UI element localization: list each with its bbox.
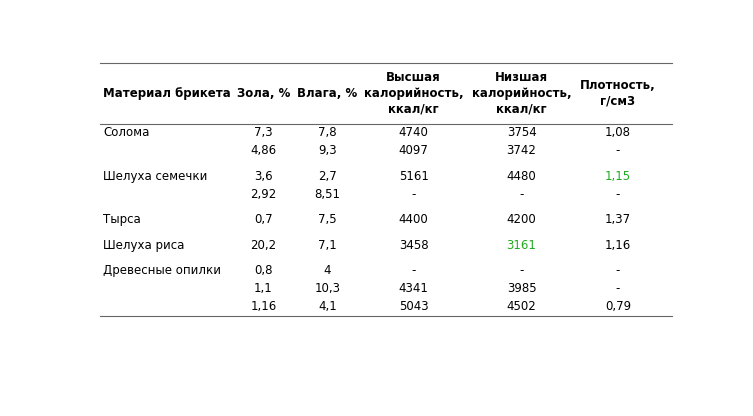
Text: Высшая
калорийность,
ккал/кг: Высшая калорийность, ккал/кг (364, 71, 463, 116)
Text: -: - (616, 282, 620, 295)
Text: 7,3: 7,3 (254, 126, 273, 139)
Text: 5161: 5161 (398, 170, 428, 183)
Text: 0,79: 0,79 (605, 300, 631, 314)
Text: -: - (520, 264, 524, 277)
Text: 8,51: 8,51 (315, 188, 340, 201)
Text: 10,3: 10,3 (315, 282, 340, 295)
Text: 4: 4 (324, 264, 331, 277)
Text: 20,2: 20,2 (250, 239, 276, 252)
Text: Низшая
калорийность,
ккал/кг: Низшая калорийность, ккал/кг (472, 71, 572, 116)
Text: 3161: 3161 (507, 239, 537, 252)
Text: 2,7: 2,7 (319, 170, 337, 183)
Text: 4,1: 4,1 (319, 300, 337, 314)
Text: 2,92: 2,92 (250, 188, 276, 201)
Text: 4341: 4341 (398, 282, 428, 295)
Text: Плотность,
г/см3: Плотность, г/см3 (580, 79, 656, 108)
Text: Шелуха риса: Шелуха риса (103, 239, 184, 252)
Text: 3985: 3985 (507, 282, 536, 295)
Text: 3742: 3742 (507, 144, 537, 158)
Text: Шелуха семечки: Шелуха семечки (103, 170, 207, 183)
Text: -: - (520, 188, 524, 201)
Text: 1,16: 1,16 (250, 300, 276, 314)
Text: 1,37: 1,37 (605, 213, 631, 226)
Text: Материал брикета: Материал брикета (103, 87, 230, 100)
Text: Зола, %: Зола, % (236, 87, 290, 100)
Text: 1,1: 1,1 (254, 282, 273, 295)
Text: 7,5: 7,5 (319, 213, 337, 226)
Text: Тырса: Тырса (103, 213, 141, 226)
Text: 5043: 5043 (399, 300, 428, 314)
Text: 4400: 4400 (399, 213, 428, 226)
Text: 1,16: 1,16 (605, 239, 631, 252)
Text: -: - (616, 188, 620, 201)
Text: Влага, %: Влага, % (297, 87, 358, 100)
Text: 4,86: 4,86 (250, 144, 276, 158)
Text: -: - (411, 188, 416, 201)
Text: 9,3: 9,3 (319, 144, 337, 158)
Text: 4480: 4480 (507, 170, 536, 183)
Text: 3458: 3458 (399, 239, 428, 252)
Text: 7,1: 7,1 (319, 239, 337, 252)
Text: Древесные опилки: Древесные опилки (103, 264, 221, 277)
Text: Солома: Солома (103, 126, 149, 139)
Text: -: - (616, 144, 620, 158)
Text: 7,8: 7,8 (319, 126, 337, 139)
Text: 4740: 4740 (398, 126, 428, 139)
Text: 0,7: 0,7 (254, 213, 273, 226)
Text: 0,8: 0,8 (254, 264, 273, 277)
Text: 4097: 4097 (398, 144, 428, 158)
Text: -: - (616, 264, 620, 277)
Text: 4200: 4200 (507, 213, 536, 226)
Text: 3,6: 3,6 (254, 170, 273, 183)
Text: 1,15: 1,15 (605, 170, 631, 183)
Text: -: - (411, 264, 416, 277)
Text: 3754: 3754 (507, 126, 536, 139)
Text: 1,08: 1,08 (605, 126, 631, 139)
Text: 4502: 4502 (507, 300, 536, 314)
